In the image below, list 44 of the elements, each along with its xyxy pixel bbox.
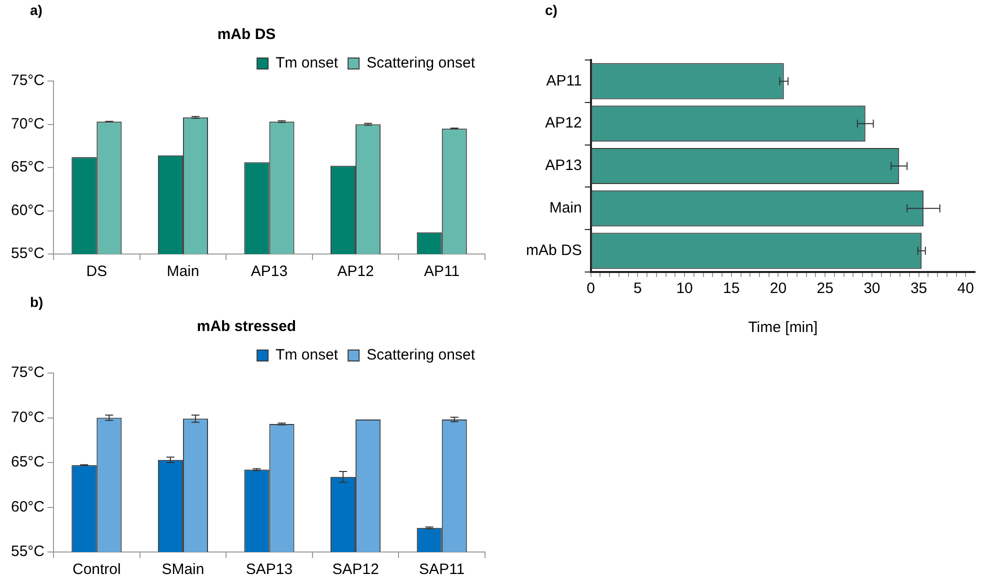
x-tick-label: Control xyxy=(72,561,121,578)
text: b) xyxy=(30,294,44,310)
x-tick-label: 40 xyxy=(957,280,974,298)
y-tick-label: 70°C xyxy=(11,408,45,426)
y-tick-label: 55°C xyxy=(11,245,45,262)
y-tick-label: 55°C xyxy=(11,543,45,560)
y-tick-label: 75°C xyxy=(11,72,45,90)
y-tick-label: 60°C xyxy=(11,498,45,516)
x-tick-label: SMain xyxy=(162,561,204,578)
text: c) xyxy=(545,2,558,18)
chart-title: mAb stressed xyxy=(196,318,296,336)
y-tick-label: Main xyxy=(549,200,582,217)
x-axis-title: Time [min] xyxy=(748,319,818,336)
x-tick-label: 15 xyxy=(723,280,740,298)
x-tick-label: SAP13 xyxy=(246,561,293,578)
y-tick-label: AP13 xyxy=(545,157,582,174)
y-tick-label: AP12 xyxy=(545,114,582,132)
y-tick-label: 75°C xyxy=(11,364,45,382)
x-tick-label: Main xyxy=(166,263,200,280)
y-tick-label: 60°C xyxy=(11,202,45,219)
x-tick-label: 5 xyxy=(634,280,642,298)
y-tick-label: 65°C xyxy=(11,158,45,176)
x-tick-label: 30 xyxy=(864,280,880,298)
y-tick-label: AP11 xyxy=(546,72,582,90)
legend-label: Tm onset xyxy=(276,346,339,364)
x-tick-label: 35 xyxy=(910,280,928,298)
y-tick-label: 70°C xyxy=(11,115,45,132)
x-tick-label: 0 xyxy=(586,280,596,298)
x-tick-label: 25 xyxy=(816,280,834,298)
chart-title: mAb DS xyxy=(217,26,276,44)
y-tick-label: mAb DS xyxy=(526,242,582,259)
x-tick-label: SAP11 xyxy=(419,561,465,578)
x-tick-label: SAP12 xyxy=(332,561,379,578)
legend-label: Scattering onset xyxy=(366,346,476,364)
y-tick-label: 65°C xyxy=(11,454,45,471)
x-tick-label: DS xyxy=(86,263,108,280)
legend-label: Tm onset xyxy=(276,54,339,72)
x-tick-label: AP13 xyxy=(250,263,288,280)
x-tick-label: 20 xyxy=(770,280,787,298)
x-tick-label: AP11 xyxy=(424,263,460,280)
x-tick-label: 10 xyxy=(676,280,693,298)
text: a) xyxy=(30,2,42,18)
legend-label: Scattering onset xyxy=(366,54,476,72)
x-tick-label: AP12 xyxy=(337,263,374,280)
